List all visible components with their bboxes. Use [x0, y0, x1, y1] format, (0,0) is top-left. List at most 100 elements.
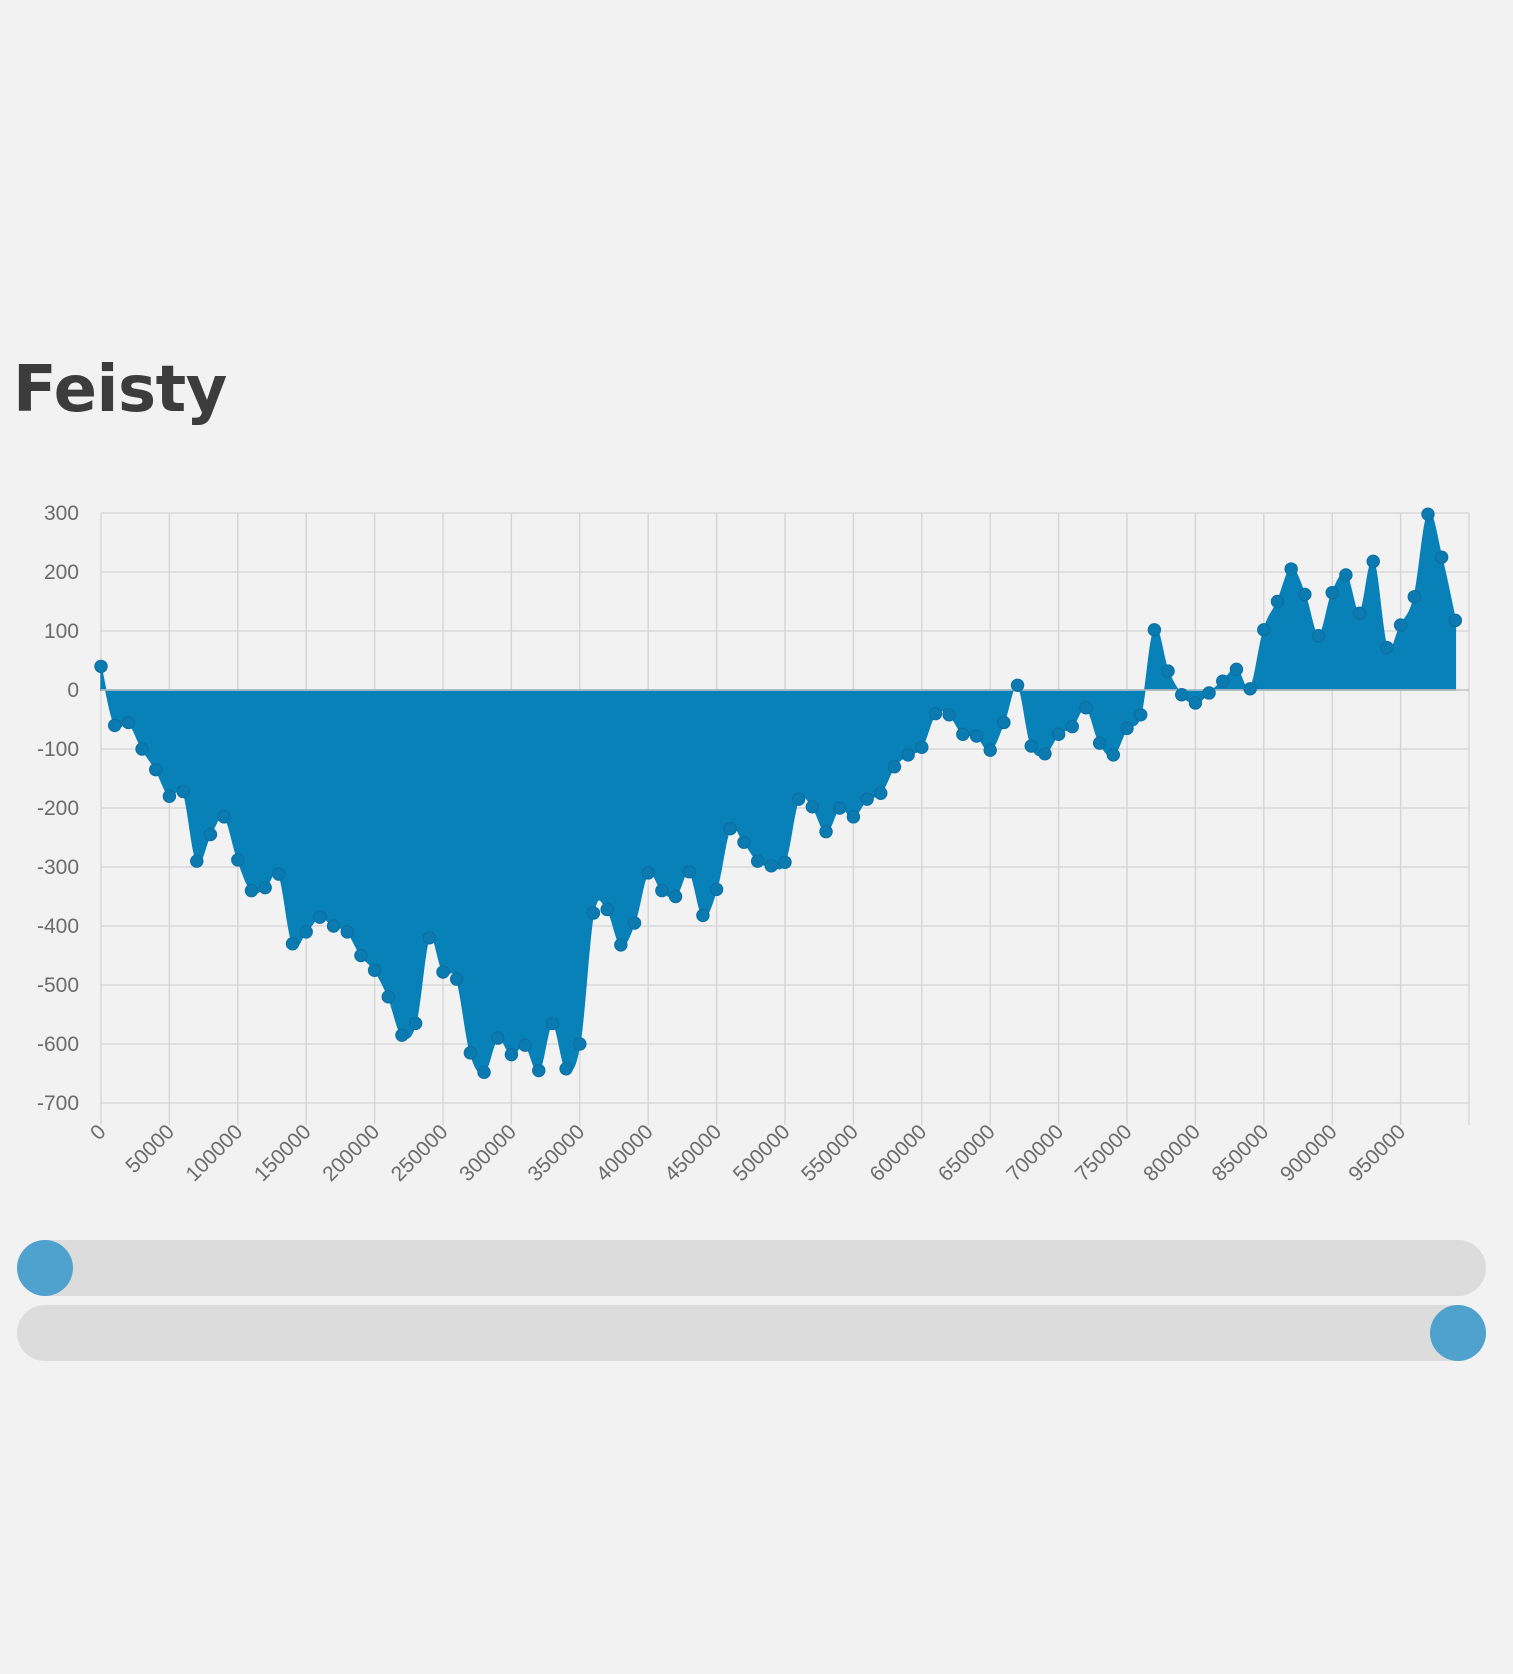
- data-point: [1161, 664, 1175, 678]
- data-point: [655, 883, 669, 898]
- data-point: [1407, 590, 1421, 604]
- x-tick-label: 450000: [660, 1120, 726, 1186]
- data-point: [299, 925, 313, 939]
- data-point: [272, 867, 286, 881]
- data-point: [436, 965, 450, 979]
- data-point: [682, 865, 696, 879]
- data-point: [408, 1016, 423, 1031]
- data-point: [887, 760, 902, 774]
- data-point: [1298, 587, 1312, 602]
- y-tick-label: -100: [37, 738, 79, 761]
- data-point: [463, 1046, 478, 1060]
- data-point: [928, 706, 943, 721]
- data-point: [190, 854, 204, 868]
- data-point: [819, 824, 833, 839]
- data-point: [1243, 682, 1257, 696]
- data-point: [1024, 739, 1038, 753]
- data-point: [491, 1031, 505, 1045]
- data-point: [1270, 594, 1285, 609]
- data-point: [1133, 708, 1148, 722]
- data-point: [1051, 727, 1066, 741]
- data-point: [846, 810, 861, 824]
- data-point: [833, 801, 847, 815]
- x-tick-label: 900000: [1276, 1120, 1342, 1186]
- data-point: [983, 743, 997, 757]
- data-point: [135, 742, 149, 756]
- data-point: [449, 972, 464, 986]
- data-point: [395, 1028, 409, 1042]
- data-point: [94, 659, 108, 674]
- data-point: [627, 916, 642, 930]
- x-tick-label: 50000: [121, 1120, 179, 1178]
- data-point: [1393, 618, 1408, 632]
- data-point: [969, 729, 984, 743]
- data-point: [1175, 688, 1189, 702]
- data-point: [285, 937, 300, 951]
- data-point: [121, 715, 136, 730]
- data-point: [915, 740, 929, 754]
- x-tick-label: 700000: [1002, 1120, 1068, 1186]
- data-point: [997, 715, 1011, 730]
- data-point: [1448, 613, 1463, 628]
- data-point: [696, 908, 710, 923]
- data-point: [1216, 674, 1230, 688]
- x-tick-label: 600000: [866, 1120, 932, 1186]
- data-point: [641, 866, 655, 880]
- data-point: [901, 748, 915, 762]
- y-tick-label: -200: [37, 797, 79, 820]
- data-point: [1147, 623, 1162, 637]
- data-point: [1202, 686, 1216, 700]
- y-tick-label: -600: [37, 1033, 79, 1056]
- x-tick-label: 200000: [318, 1120, 384, 1186]
- x-tick-label: 850000: [1208, 1120, 1274, 1186]
- data-point: [422, 931, 437, 945]
- data-point: [1010, 678, 1025, 692]
- data-point: [149, 762, 163, 777]
- y-tick-label: 200: [44, 561, 79, 584]
- data-point: [518, 1038, 532, 1052]
- data-point: [737, 835, 751, 849]
- data-point: [203, 827, 218, 842]
- data-point: [1257, 623, 1271, 637]
- data-point: [668, 889, 683, 904]
- range-end-slider[interactable]: [17, 1305, 1486, 1361]
- range-start-slider[interactable]: [17, 1240, 1486, 1296]
- data-point: [1120, 721, 1134, 736]
- y-tick-label: 300: [44, 502, 79, 525]
- x-tick-label: 400000: [592, 1120, 658, 1186]
- data-point: [778, 855, 792, 869]
- data-point: [1339, 568, 1353, 582]
- data-point: [1229, 662, 1244, 677]
- chart-points: [94, 507, 1463, 1080]
- x-tick-label: 950000: [1344, 1120, 1410, 1186]
- data-point: [1366, 554, 1380, 569]
- data-point: [231, 853, 245, 867]
- data-point: [217, 810, 231, 824]
- x-tick-label: 750000: [1071, 1120, 1137, 1186]
- data-point: [1038, 747, 1052, 761]
- range-end-slider-thumb[interactable]: [1430, 1305, 1486, 1361]
- data-point: [258, 880, 272, 895]
- data-point: [326, 919, 341, 933]
- data-point: [504, 1047, 519, 1062]
- data-point: [381, 990, 395, 1004]
- data-point: [942, 708, 956, 722]
- y-tick-label: -700: [37, 1092, 79, 1115]
- data-point: [545, 1016, 560, 1031]
- data-point: [1352, 606, 1367, 621]
- data-point: [1380, 640, 1394, 655]
- range-start-slider-thumb[interactable]: [17, 1240, 73, 1296]
- y-tick-label: 0: [67, 679, 79, 702]
- page-title: Feisty: [13, 353, 227, 427]
- data-point: [600, 902, 614, 917]
- data-point: [874, 786, 888, 800]
- data-point: [805, 800, 820, 814]
- x-tick-label: 550000: [797, 1120, 863, 1186]
- x-tick-label: 100000: [182, 1120, 248, 1186]
- data-point: [354, 948, 368, 963]
- data-point: [723, 821, 737, 836]
- data-point: [614, 938, 628, 952]
- data-point: [956, 727, 970, 741]
- data-point: [1065, 719, 1079, 734]
